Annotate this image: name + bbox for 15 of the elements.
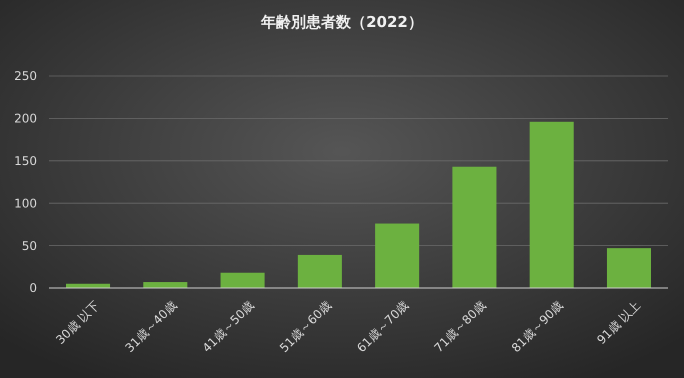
y-tick-label: 100 (14, 196, 37, 210)
y-tick-label: 200 (14, 112, 37, 126)
y-tick-label: 0 (29, 281, 37, 296)
y-tick-label: 250 (14, 69, 37, 84)
chart-title: 年齢別患者数（2022） (260, 13, 423, 31)
x-tick-label: 41歳～50歳 (200, 298, 257, 356)
x-tick-label: 61歳～70歳 (354, 298, 412, 356)
x-tick-label: 91歳 以上 (594, 298, 644, 348)
x-tick-label: 71歳～80歳 (432, 298, 488, 356)
x-tick-label: 81歳～90歳 (508, 298, 566, 356)
x-tick-label: 51歳～60歳 (276, 298, 334, 356)
x-tick-label: 31歳～40歳 (122, 298, 180, 356)
y-tick-label: 150 (14, 154, 37, 168)
x-tick-label: 30歳 以下 (53, 298, 102, 348)
y-tick-label: 50 (22, 238, 37, 253)
